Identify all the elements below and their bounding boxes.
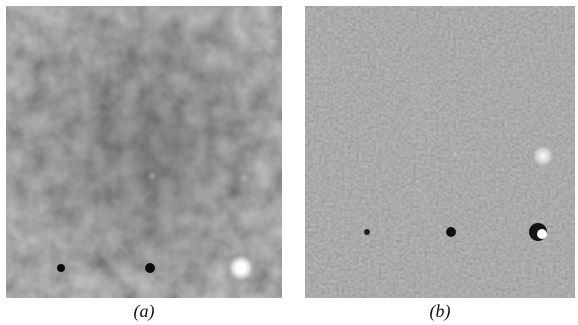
faint-spot	[449, 148, 461, 160]
faint-spot	[234, 168, 254, 188]
caption-b: (b)	[429, 301, 451, 321]
thermal-image-b	[305, 6, 575, 298]
image-panel-a	[6, 6, 282, 298]
faint-spot	[146, 170, 158, 182]
dark-spot	[446, 227, 456, 237]
dark-spot	[364, 229, 370, 235]
thermal-image-a	[6, 6, 282, 298]
bright-spot-core	[537, 229, 547, 239]
bright-spot	[531, 144, 555, 168]
dark-spot	[145, 263, 155, 273]
caption-a: (a)	[133, 301, 155, 321]
faint-ring	[110, 86, 126, 102]
bright-spot-core	[235, 262, 247, 274]
dark-spot	[57, 264, 65, 272]
image-panel-b	[305, 6, 575, 298]
ghost-lettering	[308, 55, 431, 221]
